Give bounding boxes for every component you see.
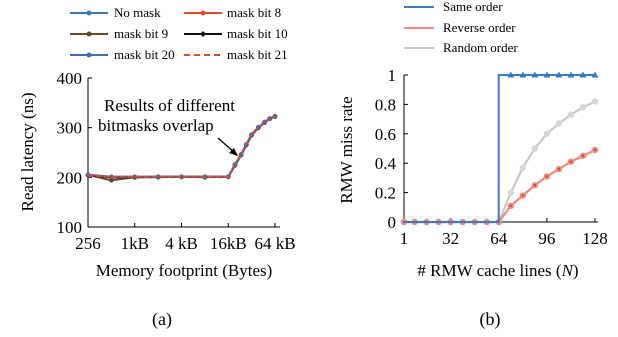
point-center-reverse-order	[557, 167, 561, 171]
legend-label-mask-bit-10: mask bit 10	[227, 26, 288, 41]
x-axis-label-a: Memory footprint (Bytes)	[96, 261, 273, 280]
point-random-order	[507, 189, 514, 196]
point-center-reverse-order	[509, 204, 512, 208]
point-same-order	[543, 71, 551, 78]
legend-label-mask-bit-8: mask bit 8	[227, 5, 281, 20]
x-tick-label: 1	[400, 229, 409, 248]
annotation-arrow	[217, 137, 238, 156]
legend-item-no-mask: No mask	[70, 5, 161, 20]
y-tick-label: 0.4	[375, 154, 397, 173]
x-tick-label: 1kB	[121, 234, 149, 253]
y-tick-label: 0.2	[375, 184, 396, 203]
legend-b: Same order Reverse order Random order	[404, 0, 518, 55]
point-same-order	[579, 71, 587, 78]
legend-item-reverse-order: Reverse order	[404, 20, 516, 35]
legend-label-no-mask: No mask	[114, 5, 161, 20]
x-ticks-a: 256 1kB 4 kB 16kB 64 kB	[75, 223, 296, 253]
point-same-order	[507, 71, 515, 78]
caption-a: (a)	[152, 309, 172, 330]
x-tick-label: 128	[582, 229, 608, 248]
annotation-line-1: Results of different	[104, 96, 235, 115]
x-tick-label: 32	[442, 229, 459, 248]
y-tick-label: 0.6	[375, 125, 396, 144]
x-tick-label: 256	[75, 234, 101, 253]
y-tick-label: 0.8	[375, 95, 396, 114]
point-mask-bit-20	[132, 174, 138, 180]
point-mask-bit-20	[109, 174, 114, 180]
legend-item-mask-bit-21: mask bit 21	[184, 47, 288, 62]
legend-label-mask-bit-9: mask bit 9	[114, 26, 168, 41]
y-axis-label-a: Read latency (ns)	[18, 93, 37, 212]
y-tick-label: 200	[57, 168, 83, 187]
y-tick-label: 300	[57, 119, 83, 138]
point-random-order	[555, 120, 563, 127]
y-ticks-b: 0 0.2 0.4 0.6 0.8 1	[375, 66, 408, 232]
x-tick-label: 16kB	[210, 234, 247, 253]
point-center-reverse-order	[545, 175, 549, 178]
y-tick-label: 100	[57, 218, 83, 237]
point-center-reverse-order	[521, 194, 525, 197]
point-random-order	[567, 111, 575, 118]
legend-item-random-order: Random order	[404, 40, 518, 55]
point-random-order	[543, 130, 551, 137]
point-mask-bit-9	[109, 178, 114, 183]
legend-label-mask-bit-21: mask bit 21	[227, 47, 288, 62]
point-same-order	[591, 71, 599, 78]
legend-label-same-order: Same order	[443, 0, 503, 14]
caption-b: (b)	[480, 309, 501, 330]
x-tick-label: 96	[538, 229, 555, 248]
legend-item-mask-bit-8: mask bit 8	[184, 5, 281, 20]
point-random-order	[531, 145, 539, 152]
point-center-reverse-order	[581, 154, 585, 158]
x-ticks-b: 1 32 64 96 128	[400, 218, 608, 248]
legend-label-mask-bit-20: mask bit 20	[114, 47, 175, 62]
series-group-a	[85, 113, 278, 183]
point-center-reverse-order	[569, 160, 573, 163]
y-tick-label: 400	[57, 69, 83, 88]
point-random-order	[519, 164, 527, 171]
x-axis-label-b: # RMW cache lines (N)	[417, 261, 578, 280]
point-same-order	[555, 71, 563, 78]
annotation-line-2: bitmasks overlap	[98, 116, 214, 135]
x-tick-label: 64	[490, 229, 508, 248]
y-tick-label: 1	[388, 66, 397, 85]
legend-item-mask-bit-10: mask bit 10	[184, 26, 288, 41]
point-same-order	[519, 71, 527, 78]
point-same-order	[531, 71, 539, 78]
panel-b: Same order Reverse order Random order 00…	[337, 0, 608, 330]
legend-item-mask-bit-20: mask bit 20	[70, 47, 175, 62]
y-axis-label-b: RMW miss rate	[337, 96, 356, 203]
panel-a: No mask mask bit 8 mask bit 9 mask bit 1…	[18, 5, 296, 330]
legend-item-same-order: Same order	[404, 0, 503, 14]
point-random-order	[579, 104, 587, 111]
series-line-mask-bit-21	[87, 114, 276, 178]
point-same-order	[567, 71, 575, 78]
x-tick-label: 4 kB	[165, 234, 198, 253]
point-center-reverse-order	[533, 184, 537, 187]
legend-a: No mask mask bit 8 mask bit 9 mask bit 1…	[70, 5, 288, 62]
x-tick-label: 64 kB	[254, 234, 295, 253]
y-tick-label: 0	[388, 213, 397, 232]
y-ticks-a: 100 200 300 400	[57, 69, 92, 237]
x-axis-label-b-suffix: )	[573, 261, 579, 280]
legend-item-mask-bit-9: mask bit 9	[70, 26, 168, 41]
series-group-b	[400, 71, 599, 226]
x-axis-label-b-var: N	[561, 261, 575, 280]
series-line-same-order	[404, 74, 595, 223]
point-mask-bit-20	[179, 174, 184, 180]
x-axis-label-b-prefix: # RMW cache lines (	[417, 261, 561, 280]
point-mask-bit-20	[155, 174, 161, 180]
point-random-order	[591, 98, 599, 105]
legend-label-reverse-order: Reverse order	[443, 20, 516, 35]
legend-label-random-order: Random order	[443, 40, 518, 55]
point-center-reverse-order	[593, 148, 597, 152]
